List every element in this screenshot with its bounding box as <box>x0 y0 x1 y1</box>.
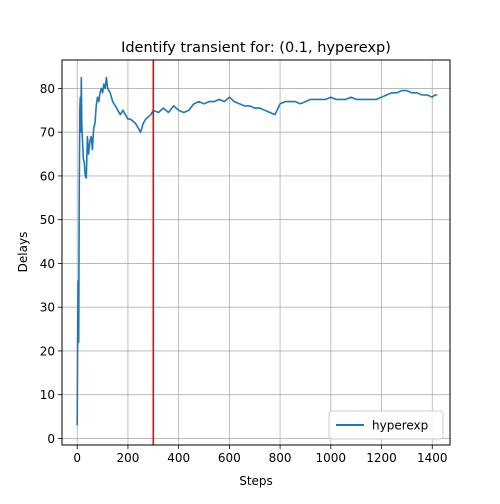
x-tick-label: 800 <box>269 451 292 465</box>
x-tick-label: 400 <box>167 451 190 465</box>
x-tick-label: 1400 <box>417 451 448 465</box>
chart-title: Identify transient for: (0.1, hyperexp) <box>121 40 391 56</box>
legend: hyperexp <box>328 410 444 440</box>
y-tick-label: 60 <box>40 169 55 183</box>
y-tick-label: 70 <box>40 126 55 140</box>
y-axis-label: Delays <box>16 232 30 273</box>
plot-frame <box>61 59 451 446</box>
y-tick-label: 20 <box>40 344 55 358</box>
x-tick-label: 1200 <box>366 451 397 465</box>
y-tick-label: 30 <box>40 301 55 315</box>
legend-box <box>328 410 444 440</box>
x-tick-label: 0 <box>73 451 81 465</box>
y-tick-label: 50 <box>40 213 55 227</box>
y-tick-label: 10 <box>40 388 55 402</box>
x-tick-label: 600 <box>218 451 241 465</box>
series-line-hyperexp <box>76 76 438 426</box>
legend-label-hyperexp: hyperexp <box>372 419 428 433</box>
y-axis-ticks: 0 10 20 30 40 50 60 70 80 <box>40 82 62 446</box>
x-tick-label: 200 <box>116 451 139 465</box>
x-axis-label: Steps <box>239 474 273 488</box>
x-axis-ticks: 0 200 400 600 800 1000 1200 1400 <box>73 445 448 465</box>
plot-area <box>76 60 438 445</box>
grid <box>62 60 450 445</box>
y-tick-label: 80 <box>40 82 55 96</box>
x-tick-label: 1000 <box>316 451 347 465</box>
y-tick-label: 0 <box>47 432 55 446</box>
y-tick-label: 40 <box>40 257 55 271</box>
